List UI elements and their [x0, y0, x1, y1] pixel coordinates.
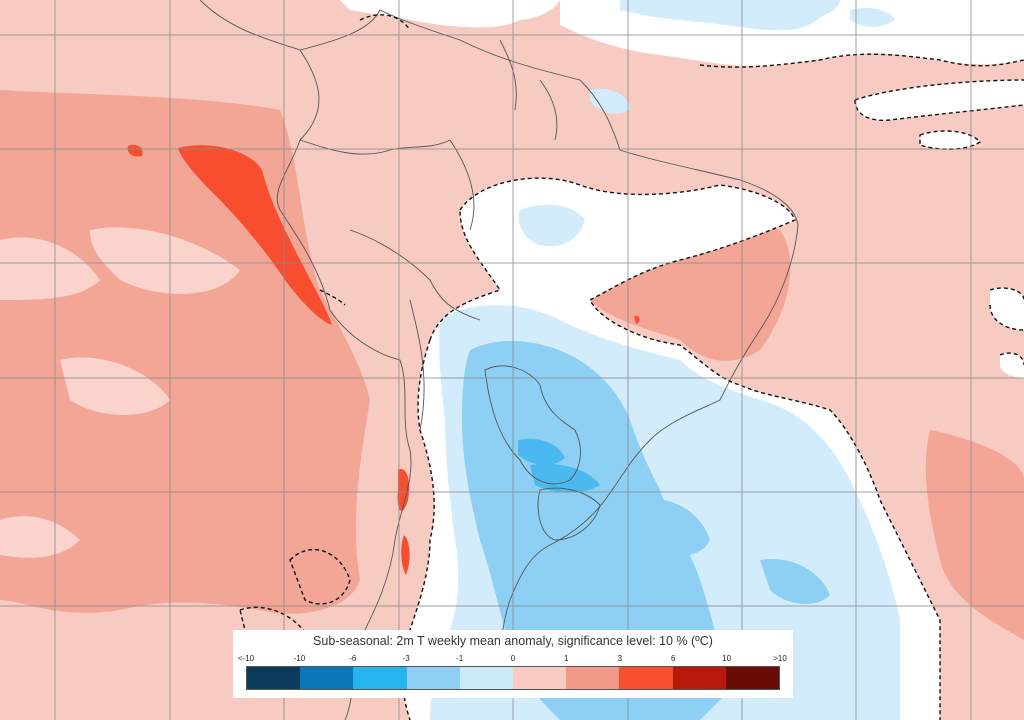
legend-tick-label: >10	[773, 654, 787, 663]
cool-region-strong	[518, 438, 600, 493]
cool-region-medium	[462, 340, 830, 720]
legend-tick-label: -3	[402, 654, 410, 663]
legend-tick-label: 1	[564, 654, 569, 663]
legend-tick-label: -10	[293, 654, 306, 663]
legend-tick-label: 3	[617, 654, 623, 663]
legend-swatch	[459, 667, 514, 689]
legend-title: Sub-seasonal: 2m T weekly mean anomaly, …	[313, 634, 713, 648]
legend-swatch	[406, 667, 460, 689]
legend-tick-label: -6	[349, 654, 357, 663]
legend-tick-label: <-10	[237, 654, 255, 663]
legend-swatch	[300, 667, 354, 689]
legend-tick-label: 6	[670, 654, 676, 663]
legend-swatch	[566, 667, 620, 689]
legend-swatch	[353, 667, 407, 689]
legend-swatch	[619, 667, 673, 689]
pale-ocean-patches	[0, 227, 240, 558]
legend-swatch	[513, 667, 567, 689]
north-atlantic-cool-region	[340, 0, 1024, 378]
legend-tick-label: -1	[456, 654, 464, 663]
legend-tick-label: 0	[510, 654, 516, 663]
legend-colorbar	[246, 666, 780, 690]
legend-tick-label: 10	[722, 654, 732, 663]
peru-coastal-warm-strip	[127, 144, 640, 575]
legend: Sub-seasonal: 2m T weekly mean anomaly, …	[233, 630, 793, 698]
legend-swatch	[247, 667, 301, 689]
legend-swatch	[725, 667, 780, 689]
legend-swatch	[672, 667, 726, 689]
